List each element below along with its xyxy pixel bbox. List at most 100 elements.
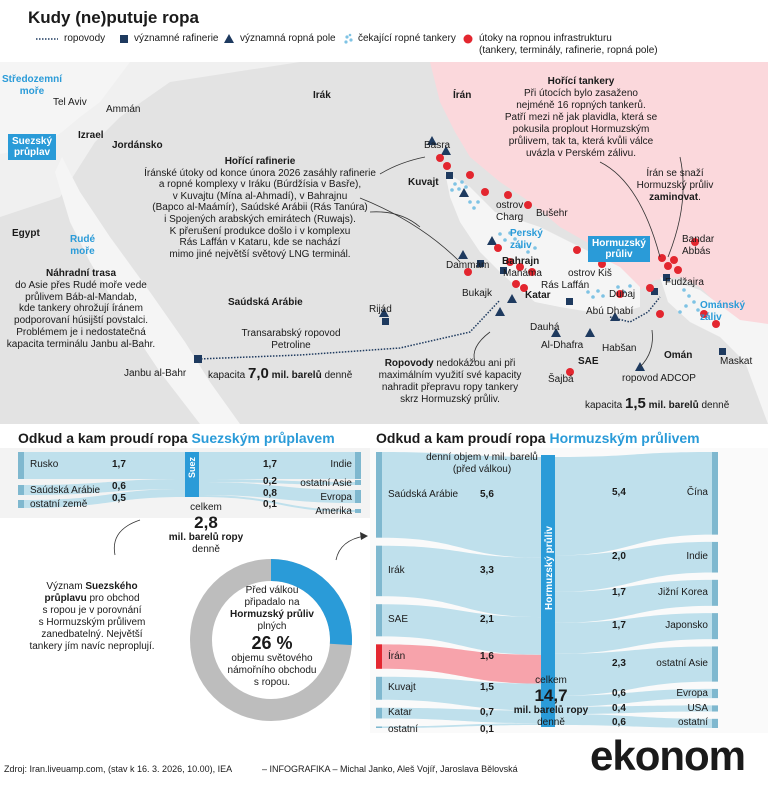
hormuz-dst-value: 1,7 [612,620,626,632]
hormuz-volume-note: denní objem v mil. barelů (před válkou) [426,452,538,475]
legend-attacks: útoky na ropnou infrastrukturu [479,33,612,44]
suez-total: celkem 2,8 mil. barelů ropy denně [168,502,244,555]
city-bukajk: Bukajk [462,288,493,299]
hormuz-dst-label: ostatní Asie [656,658,708,670]
country-egypt: Egypt [12,228,40,239]
country-kuwait: Kuvajt [408,177,439,188]
suez-src-russia-value: 1,7 [112,459,126,470]
hormuz-total: celkem 14,7 mil. barelů ropy denně [513,675,589,728]
hormuz-src-label: SAE [388,614,409,626]
city-bushehr: Bušehr [536,208,568,219]
hormuz-src-value: 1,5 [480,682,494,694]
hormuz-src-label: Saúdská Arábie [388,488,459,500]
hormuz-dst-label: ostatní [677,717,708,729]
hormuz-src-label: ostatní [388,724,419,736]
hormuz-dst-label: USA [687,703,708,715]
map-shapes [0,62,768,424]
hormuz-dst-bar [712,613,718,640]
legend-refineries: významné rafinerie [134,33,219,44]
petroline-label: Transarabský ropovod Petroline [241,328,341,351]
iran-territory [430,62,768,327]
legend-pipelines: ropovody [64,33,106,44]
red-sea-label: Rudé moře [70,234,95,257]
city-dubai: Dubaj [609,289,636,300]
hormuz-src-label: Katar [388,707,412,719]
hormuz-src-value: 2,1 [480,614,494,626]
persian-gulf-label: Perský záliv [510,228,543,251]
mediterranean-sea [0,62,130,154]
burning-refineries-note: Hořící rafinerie Íránské útoky od konce … [144,156,376,260]
hormuz-src-bar [376,545,382,597]
adcop-label: ropovod ADCOP [622,373,696,384]
suez-src-other-value: 0,5 [112,493,126,504]
hormuz-dst-value: 2,0 [612,551,626,563]
hormuz-dst-flow [555,452,712,556]
suez-channel-label: Suez [187,456,197,478]
legend-tankers: čekající ropné tankery [358,33,456,44]
hormuz-dst-label: Indie [686,551,708,563]
hormuz-dst-bar [712,452,718,535]
strait-of-hormuz-box: Hormuzský průliv [588,236,650,262]
legend: ropovody významné rafinerie významná rop… [0,32,768,58]
hormuz-src-bar [376,604,382,637]
city-janbu: Janbu al-Bahr [124,368,187,379]
persian-gulf [445,172,640,314]
city-abu-dhabi: Abú Dhabí [586,306,634,317]
suez-dst-europe: Evropa [320,492,352,503]
hormuz-dst-label: Jižní Korea [657,586,708,598]
hormuz-dst-value: 2,3 [612,658,626,670]
hormuz-src-label: Írán [388,650,406,662]
gulf-of-oman-label: Ománský záliv [700,300,746,323]
hormuz-dst-flow [555,613,712,654]
hormuz-dst-bar [712,579,718,606]
hormuz-src-bar [376,644,382,669]
suez-canal-box: Suezský průplav [8,134,57,160]
suez-src-russia: Rusko [30,459,59,470]
west-capacity: kapacita 7,0 mil. barelů denně [208,365,353,382]
city-muscat: Maskat [720,356,753,367]
city-bandar-abbas: Bandar Abbás [682,234,715,257]
hormuz-dst-value: 5,4 [612,487,626,499]
suez-src-bar-russia [18,452,24,479]
city-fujairah: Fudžajra [665,277,704,288]
suez-dst-asia-value: 0,2 [263,476,277,487]
suez-src-bar-saudi [18,485,24,495]
iran-mining-note: Írán se snaží Hormuzský průliv zaminovat. [636,168,714,203]
country-jordan: Jordánsko [112,140,163,151]
city-riyadh: Rijád [369,304,392,315]
suez-src-saudi-value: 0,6 [112,481,126,492]
city-telaviv: Tel Aviv [53,97,87,108]
hormuz-src-value: 5,6 [480,488,494,500]
hormuz-src-flow [382,604,541,655]
east-capacity: kapacita 1,5 mil. barelů denně [585,395,730,412]
city-manama: Manáma [503,268,542,279]
city-aldhafra: Al-Dhafra [541,340,584,351]
hormuz-src-value: 0,1 [480,724,494,736]
hormuz-dst-label: Japonsko [665,620,708,632]
city-amman: Ammán [106,104,141,115]
hormuz-src-label: Kuvajt [388,682,416,694]
city-habshan: Habšan [602,343,637,354]
hormuz-src-value: 3,3 [480,564,494,576]
suez-dst-bar-asia [355,480,361,485]
hormuz-dst-flow [555,579,712,623]
hormuz-dst-bar [712,646,718,682]
country-bahrain: Bahrajn [502,256,540,267]
suez-dst-bar-america [355,509,361,513]
refineries [194,172,726,363]
legend-oilfields: významná ropná pole [240,33,336,44]
hormuz-dst-flow [555,541,712,592]
attack-symbol [463,34,473,44]
hormuz-dst-value: 0,6 [612,687,626,699]
country-oman: Omán [664,350,693,361]
city-basra: Basra [424,140,451,151]
donut-text: Před válkou připadalo na Hormuzský průliv… [227,585,317,688]
hormuz-dst-label: Čína [686,487,708,499]
suez-dst-asia: ostatní Asie [300,478,352,489]
burning-tankers-note: Hořící tankery Při útocích bylo zasaženo… [504,76,658,159]
hormuz-dst-bar [712,541,718,573]
hormuz-src-flow [382,545,541,618]
suez-dst-america: Amerika [315,506,352,517]
petroline-pipeline [197,299,501,360]
suez-dst-europe-value: 0,8 [263,488,277,499]
